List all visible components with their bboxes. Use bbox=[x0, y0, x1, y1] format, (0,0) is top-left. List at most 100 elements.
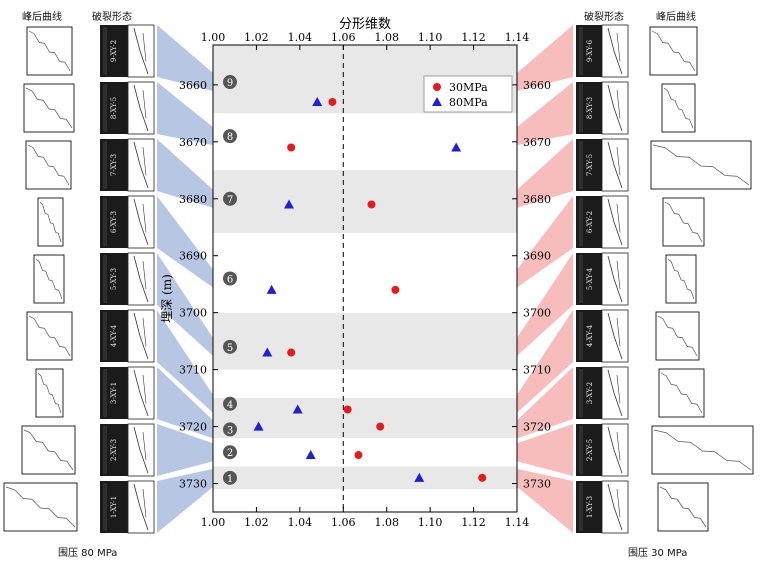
right-curve-box bbox=[657, 482, 709, 532]
fracture-line bbox=[142, 89, 147, 119]
fracture-line bbox=[142, 32, 147, 62]
point-80mpa bbox=[266, 284, 277, 294]
left-specimen: 6-XY-3 bbox=[37, 195, 155, 249]
x-tick-label-bottom: 1.04 bbox=[288, 516, 313, 529]
left-fracture-sketch bbox=[127, 24, 155, 78]
connector-fans bbox=[157, 25, 573, 533]
fracture-line bbox=[142, 260, 147, 290]
left-connector-fan bbox=[157, 253, 213, 356]
header-curve-right: 峰后曲线 bbox=[656, 12, 696, 23]
fracture-line bbox=[607, 426, 623, 474]
x-tick-label-top: 1.14 bbox=[505, 31, 530, 44]
left-post-peak-curve bbox=[27, 144, 70, 186]
left-curve-box bbox=[26, 311, 73, 361]
right-connector-fan bbox=[517, 82, 573, 146]
left-specimen: 2-XY-3 bbox=[21, 423, 155, 477]
y-tick-label-left: 3710 bbox=[179, 364, 207, 377]
fracture-line bbox=[133, 312, 149, 360]
depth-band bbox=[213, 466, 517, 490]
point-80mpa bbox=[414, 472, 425, 482]
left-connector-fan bbox=[157, 367, 213, 439]
x-tick-label-top: 1.06 bbox=[331, 31, 356, 44]
right-fracture-sketch bbox=[601, 252, 629, 306]
y-tick-label-right: 3670 bbox=[523, 136, 551, 149]
right-specimen-label: 7-XY-5 bbox=[586, 154, 594, 176]
y-tick-label-right: 3730 bbox=[523, 478, 551, 491]
rock-highlight bbox=[103, 255, 107, 303]
left-post-peak-curve bbox=[28, 315, 71, 357]
right-curve-box bbox=[655, 311, 700, 361]
rock-highlight bbox=[579, 141, 583, 189]
left-post-peak-curve bbox=[28, 30, 71, 72]
left-fracture-sketch bbox=[127, 423, 155, 477]
depth-number-marker bbox=[223, 129, 237, 144]
left-connector-fan bbox=[157, 424, 213, 476]
x-tick-label-bottom: 1.12 bbox=[461, 516, 486, 529]
right-specimen-label: 8-XY-3 bbox=[586, 97, 594, 119]
fracture-line bbox=[616, 146, 621, 176]
x-tick-label-top: 1.04 bbox=[288, 31, 313, 44]
left-curve-box bbox=[21, 425, 76, 475]
right-post-peak-curve bbox=[653, 429, 752, 471]
fracture-line bbox=[616, 431, 621, 461]
left-specimen-label: 8-XY-5 bbox=[110, 97, 118, 119]
left-fracture-sketch bbox=[127, 195, 155, 249]
fracture-line bbox=[133, 141, 149, 189]
plot-frame bbox=[212, 44, 518, 513]
left-specimen: 4-XY-4 bbox=[26, 309, 155, 363]
fracture-line bbox=[616, 317, 621, 347]
rock-highlight bbox=[103, 426, 107, 474]
fracture-line bbox=[616, 374, 621, 404]
right-fracture-sketch bbox=[601, 366, 629, 420]
right-post-peak-curve bbox=[660, 372, 703, 414]
right-fracture-sketch bbox=[601, 480, 629, 534]
x-tick-label-bottom: 1.14 bbox=[505, 516, 530, 529]
right-specimen: 1-XY-3 bbox=[576, 480, 709, 534]
rock-highlight bbox=[103, 141, 107, 189]
x-tick-label-top: 1.02 bbox=[244, 31, 269, 44]
depth-band bbox=[213, 398, 517, 438]
fracture-line bbox=[607, 27, 623, 75]
x-tick-label-bottom: 1.02 bbox=[244, 516, 269, 529]
right-curve-box bbox=[649, 26, 698, 76]
y-tick-label-left: 3660 bbox=[179, 79, 207, 92]
left-specimen-label: 6-XY-3 bbox=[110, 211, 118, 233]
fracture-line bbox=[133, 84, 149, 132]
right-specimen: 7-XY-5 bbox=[576, 138, 752, 192]
fracture-line bbox=[607, 198, 623, 246]
rock-highlight bbox=[103, 27, 107, 75]
rock-highlight bbox=[579, 426, 583, 474]
right-connector-fan bbox=[517, 139, 573, 208]
rock-highlight bbox=[579, 483, 583, 531]
y-tick-label-right: 3660 bbox=[523, 79, 551, 92]
left-post-peak-curve bbox=[39, 201, 62, 243]
right-specimen: 2-XY-5 bbox=[576, 423, 754, 477]
left-fracture-sketch bbox=[127, 309, 155, 363]
left-connector-fan bbox=[157, 310, 213, 413]
left-connector-fan bbox=[157, 139, 213, 208]
right-connector-fan bbox=[517, 25, 573, 92]
rock-highlight bbox=[579, 369, 583, 417]
right-connector-fan bbox=[517, 253, 573, 356]
y-tick-label-right: 3680 bbox=[523, 193, 551, 206]
depth-number-label: 5 bbox=[227, 343, 233, 354]
left-connector-fan bbox=[157, 196, 213, 288]
x-tick-label-top: 1.00 bbox=[201, 31, 226, 44]
right-post-peak-curve bbox=[664, 201, 703, 243]
fracture-line bbox=[616, 203, 621, 233]
depth-band bbox=[213, 312, 517, 370]
right-fracture-sketch bbox=[601, 138, 629, 192]
left-specimen: 1-XY-1 bbox=[3, 480, 155, 534]
point-30mpa bbox=[287, 143, 296, 152]
chart-title: 分形维数 bbox=[339, 17, 391, 32]
caption-right: 围压 30 MPa bbox=[628, 548, 688, 559]
left-connector-fan bbox=[157, 82, 213, 146]
depth-number-marker bbox=[223, 396, 237, 411]
left-specimen-label: 5-XY-3 bbox=[110, 268, 118, 290]
rock-highlight bbox=[579, 84, 583, 132]
right-specimen-label: 2-XY-5 bbox=[586, 439, 594, 461]
right-specimen: 4-XY-4 bbox=[576, 309, 700, 363]
right-specimen-label: 9-XY-6 bbox=[586, 39, 594, 62]
point-80mpa bbox=[284, 199, 294, 209]
fracture-line bbox=[133, 426, 149, 474]
